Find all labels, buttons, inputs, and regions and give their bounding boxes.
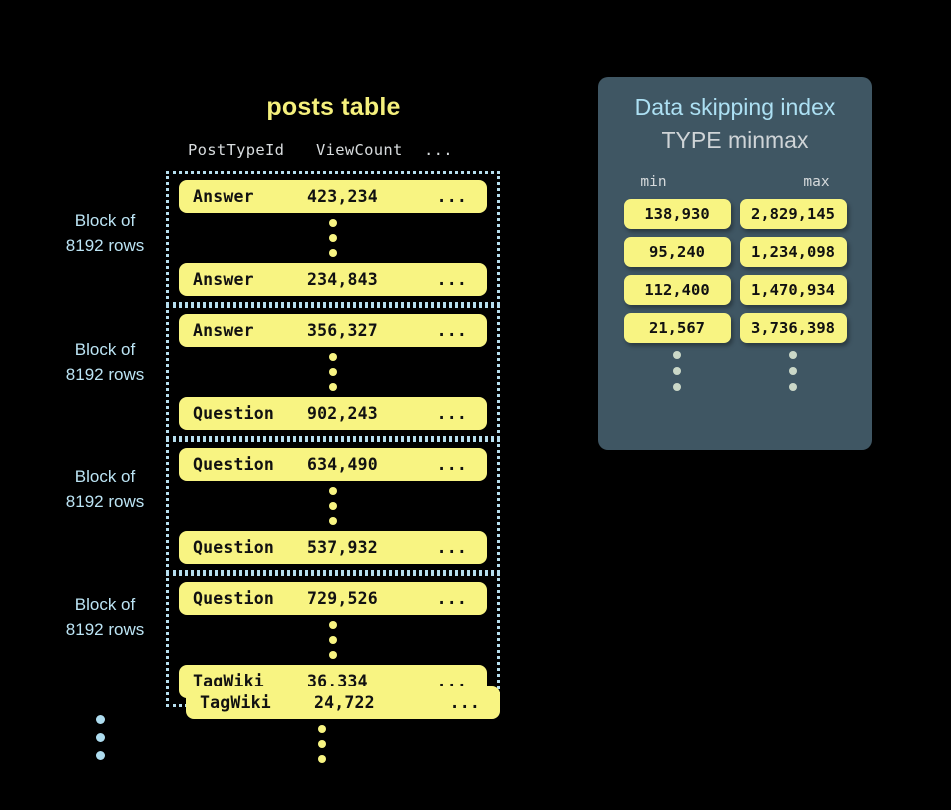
posts-table-title: posts table (266, 93, 401, 121)
index-cell-max: 1,470,934 (739, 275, 847, 305)
index-cell-max: 1,234,098 (739, 237, 847, 267)
vertical-ellipsis-dots (169, 615, 497, 665)
table-row: Question 634,490 ... (179, 448, 487, 481)
index-cell-min: 95,240 (623, 237, 731, 267)
block-label-line1: Block of (74, 340, 136, 359)
table-row: Question 537,932 ... (179, 531, 487, 564)
cell-ellipsis: ... (436, 589, 467, 608)
index-row: 112,400 1,470,934 (598, 275, 872, 305)
block-label-line1: Block of (74, 595, 136, 614)
table-row: Answer 356,327 ... (179, 314, 487, 347)
index-row: 138,930 2,829,145 (598, 199, 872, 229)
cell-ellipsis: ... (436, 404, 467, 423)
table-row: Answer 423,234 ... (179, 180, 487, 213)
index-rows: 138,930 2,829,145 95,240 1,234,098 112,4… (598, 199, 872, 343)
table-block: Question 634,490 ... Question 537,932 ..… (166, 439, 500, 573)
table-row: Question 729,526 ... (179, 582, 487, 615)
cell-ellipsis: ... (436, 455, 467, 474)
cell-ellipsis: ... (436, 187, 467, 206)
cell-viewcount: 634,490 (307, 455, 378, 474)
block-label: Block of 8192 rows (30, 208, 180, 258)
cell-ellipsis: ... (449, 693, 480, 712)
table-block: Answer 356,327 ... Question 902,243 ... (166, 305, 500, 439)
block-label-line2: 8192 rows (65, 236, 145, 255)
max-ellipsis-dots (740, 351, 847, 391)
cell-ellipsis: ... (436, 270, 467, 289)
block-label-line1: Block of (74, 211, 136, 230)
vertical-ellipsis-dots (169, 481, 497, 531)
blocks-continue-ellipsis-dots (96, 715, 105, 760)
cell-posttypeid: Answer (193, 270, 254, 289)
cell-posttypeid: Question (193, 404, 275, 423)
column-header-max: max (803, 174, 830, 190)
column-header-ellipsis: ... (424, 141, 453, 159)
index-cell-min: 138,930 (623, 199, 731, 229)
vertical-ellipsis-dots (169, 347, 497, 397)
index-row: 21,567 3,736,398 (598, 313, 872, 343)
table-block: Answer 423,234 ... Answer 234,843 ... (166, 171, 500, 305)
table-trailing-ellipsis-dots (318, 725, 326, 763)
column-header-min: min (640, 174, 667, 190)
block-label-line2: 8192 rows (65, 365, 145, 384)
index-row: 95,240 1,234,098 (598, 237, 872, 267)
block-label: Block of 8192 rows (30, 464, 180, 514)
cell-ellipsis: ... (436, 538, 467, 557)
cell-ellipsis: ... (436, 321, 467, 340)
data-skipping-index-panel: Data skipping index TYPE minmax min max … (598, 77, 872, 450)
cell-viewcount: 729,526 (307, 589, 378, 608)
vertical-ellipsis-dots (169, 213, 497, 263)
cell-posttypeid: Answer (193, 187, 254, 206)
index-cell-max: 2,829,145 (739, 199, 847, 229)
min-ellipsis-dots (624, 351, 731, 391)
index-panel-subtitle: TYPE minmax (661, 127, 809, 153)
cell-posttypeid: Question (193, 538, 275, 557)
cell-viewcount: 537,932 (307, 538, 378, 557)
cell-posttypeid: Question (193, 455, 275, 474)
index-cell-min: 21,567 (623, 313, 731, 343)
cell-posttypeid: Question (193, 589, 275, 608)
cell-viewcount: 423,234 (307, 187, 378, 206)
index-column-headers: min max (598, 174, 872, 190)
posts-table-blocks: Answer 423,234 ... Answer 234,843 ... An… (166, 171, 500, 707)
index-panel-title: Data skipping index (634, 94, 836, 120)
posts-table-column-headers: PostTypeId ViewCount ... (188, 141, 478, 159)
column-header-viewcount: ViewCount (316, 141, 403, 159)
column-header-posttypeid: PostTypeId (188, 141, 285, 159)
table-row-trailing: TagWiki 24,722 ... (186, 686, 500, 719)
block-label: Block of 8192 rows (30, 337, 180, 387)
index-continue-ellipsis-dots (598, 351, 872, 391)
cell-viewcount: 234,843 (307, 270, 378, 289)
cell-viewcount: 356,327 (307, 321, 378, 340)
index-cell-max: 3,736,398 (739, 313, 847, 343)
block-label-line1: Block of (74, 467, 136, 486)
block-label-line2: 8192 rows (65, 620, 145, 639)
cell-viewcount: 24,722 (314, 693, 375, 712)
table-row: Question 902,243 ... (179, 397, 487, 430)
table-row: Answer 234,843 ... (179, 263, 487, 296)
cell-posttypeid: TagWiki (200, 693, 271, 712)
cell-posttypeid: Answer (193, 321, 254, 340)
index-cell-min: 112,400 (623, 275, 731, 305)
block-label-line2: 8192 rows (65, 492, 145, 511)
cell-viewcount: 902,243 (307, 404, 378, 423)
block-label: Block of 8192 rows (30, 592, 180, 642)
